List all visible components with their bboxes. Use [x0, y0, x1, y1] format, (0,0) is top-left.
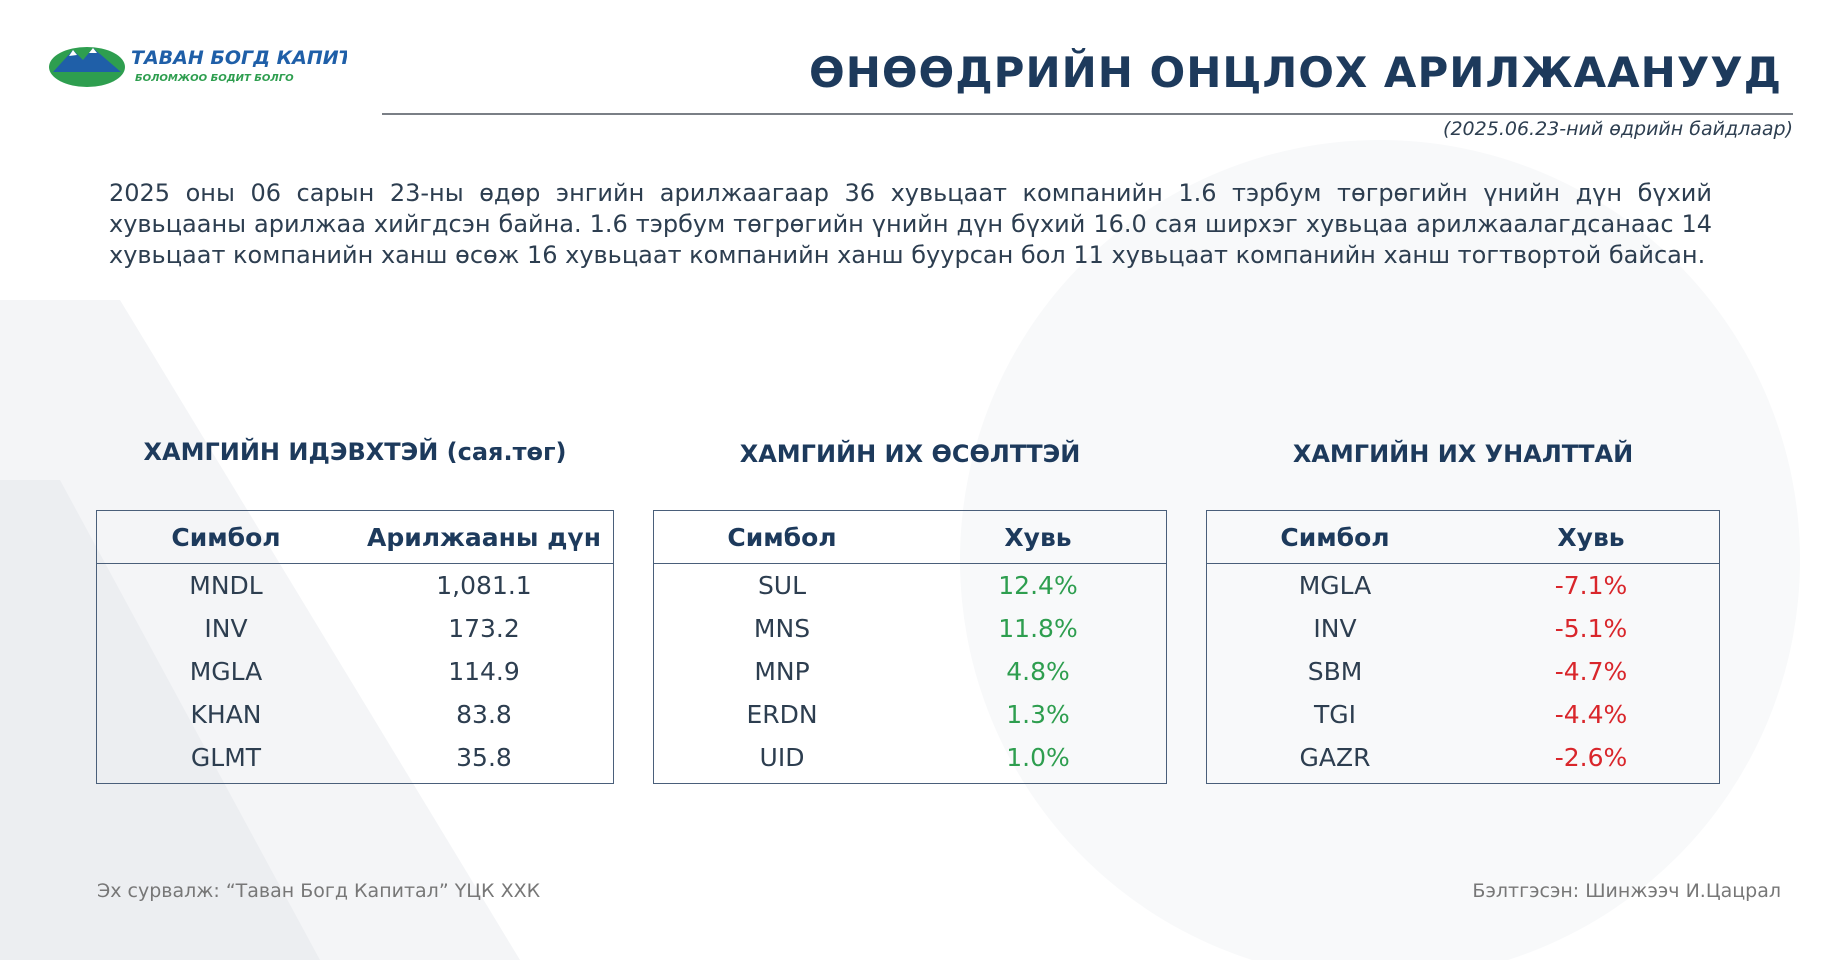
- table-row: GAZR -2.6%: [1207, 736, 1719, 779]
- page-title: ӨНӨӨДРИЙН ОНЦЛОХ АРИЛЖААНУУД: [809, 48, 1782, 97]
- table-header: Симбол Арилжааны дүн: [97, 511, 613, 564]
- logo-tagline: БОЛОМЖОО БОДИТ БОЛГО: [135, 73, 294, 84]
- table-row: INV -5.1%: [1207, 607, 1719, 650]
- table-row: MNDL 1,081.1: [97, 564, 613, 607]
- table-row: SUL 12.4%: [654, 564, 1166, 607]
- column-header: Симбол: [727, 522, 837, 552]
- column-header: Симбол: [171, 522, 281, 552]
- symbol-cell: INV: [1313, 614, 1357, 643]
- value-cell: 12.4%: [998, 571, 1078, 600]
- symbol-cell: UID: [759, 743, 805, 772]
- table-row: INV 173.2: [97, 607, 613, 650]
- value-cell: -4.7%: [1554, 657, 1628, 686]
- column-header: Арилжааны дүн: [366, 522, 602, 552]
- value-cell: 35.8: [456, 743, 512, 772]
- table-title: ХАМГИЙН ИХ УНАЛТТАЙ: [1292, 440, 1634, 468]
- symbol-cell: SUL: [757, 571, 807, 600]
- date-note: (2025.06.23-ний өдрийн байдлаар): [1443, 118, 1793, 140]
- table: Симбол Хувь MGLA -7.1% INV -5.1% SBM -4.7% TGI -4…: [1206, 510, 1720, 784]
- table: Симбол Арилжааны дүн MNDL 1,081.1 INV 173.2 MG…: [96, 510, 614, 784]
- source-note: Эх сурвалж: “Таван Богд Капитал” ҮЦК ХХК: [97, 880, 541, 902]
- symbol-cell: MGLA: [189, 657, 263, 686]
- table-row: GLMT 35.8: [97, 736, 613, 779]
- logo-name: ТАВАН БОГД КАПИТАЛ: [131, 47, 347, 69]
- value-cell: 1.3%: [1006, 700, 1070, 729]
- symbol-cell: SBM: [1307, 657, 1363, 686]
- table-row: TGI -4.4%: [1207, 693, 1719, 736]
- value-cell: -7.1%: [1554, 571, 1628, 600]
- symbol-cell: MNP: [754, 657, 810, 686]
- value-cell: 114.9: [448, 657, 520, 686]
- table-row: SBM -4.7%: [1207, 650, 1719, 693]
- value-cell: -5.1%: [1554, 614, 1628, 643]
- value-cell: 1,081.1: [436, 571, 532, 600]
- symbol-cell: KHAN: [190, 700, 262, 729]
- summary-paragraph: 2025 оны 06 сарын 23-ны өдөр энгийн арил…: [109, 179, 1712, 269]
- symbol-cell: GAZR: [1299, 743, 1371, 772]
- prepared-note: Бэлтгэсэн: Шинжээч И.Цацрал: [1472, 880, 1781, 902]
- symbol-cell: ERDN: [746, 700, 818, 729]
- value-cell: 11.8%: [998, 614, 1078, 643]
- column-header: Симбол: [1280, 522, 1390, 552]
- column-header: Хувь: [1557, 522, 1625, 552]
- title-rule: [382, 113, 1793, 115]
- value-cell: -4.4%: [1554, 700, 1628, 729]
- value-cell: -2.6%: [1554, 743, 1628, 772]
- table-row: MGLA -7.1%: [1207, 564, 1719, 607]
- table-title: ХАМГИЙН ИХ ӨСӨЛТТЭЙ: [739, 440, 1081, 468]
- symbol-cell: TGI: [1313, 700, 1357, 729]
- value-cell: 4.8%: [1006, 657, 1070, 686]
- table-row: MNP 4.8%: [654, 650, 1166, 693]
- value-cell: 83.8: [456, 700, 512, 729]
- table-title: ХАМГИЙН ИДЭВХТЭЙ (сая.төг): [143, 438, 567, 466]
- table-row: MGLA 114.9: [97, 650, 613, 693]
- table-row: MNS 11.8%: [654, 607, 1166, 650]
- table: Симбол Хувь SUL 12.4% MNS 11.8% MNP 4.8% ERDN 1.3…: [653, 510, 1167, 784]
- table-row: ERDN 1.3%: [654, 693, 1166, 736]
- table-row: UID 1.0%: [654, 736, 1166, 779]
- symbol-cell: MNDL: [189, 571, 263, 600]
- symbol-cell: GLMT: [190, 743, 262, 772]
- value-cell: 173.2: [448, 614, 520, 643]
- symbol-cell: INV: [204, 614, 248, 643]
- column-header: Хувь: [1004, 522, 1072, 552]
- logo: ТАВАН БОГД КАПИТАЛ БОЛОМЖОО БОДИТ БОЛГО: [49, 47, 347, 87]
- symbol-cell: MNS: [753, 614, 811, 643]
- value-cell: 1.0%: [1006, 743, 1070, 772]
- table-row: KHAN 83.8: [97, 693, 613, 736]
- table-header: Симбол Хувь: [1207, 511, 1719, 564]
- table-header: Симбол Хувь: [654, 511, 1166, 564]
- symbol-cell: MGLA: [1298, 571, 1372, 600]
